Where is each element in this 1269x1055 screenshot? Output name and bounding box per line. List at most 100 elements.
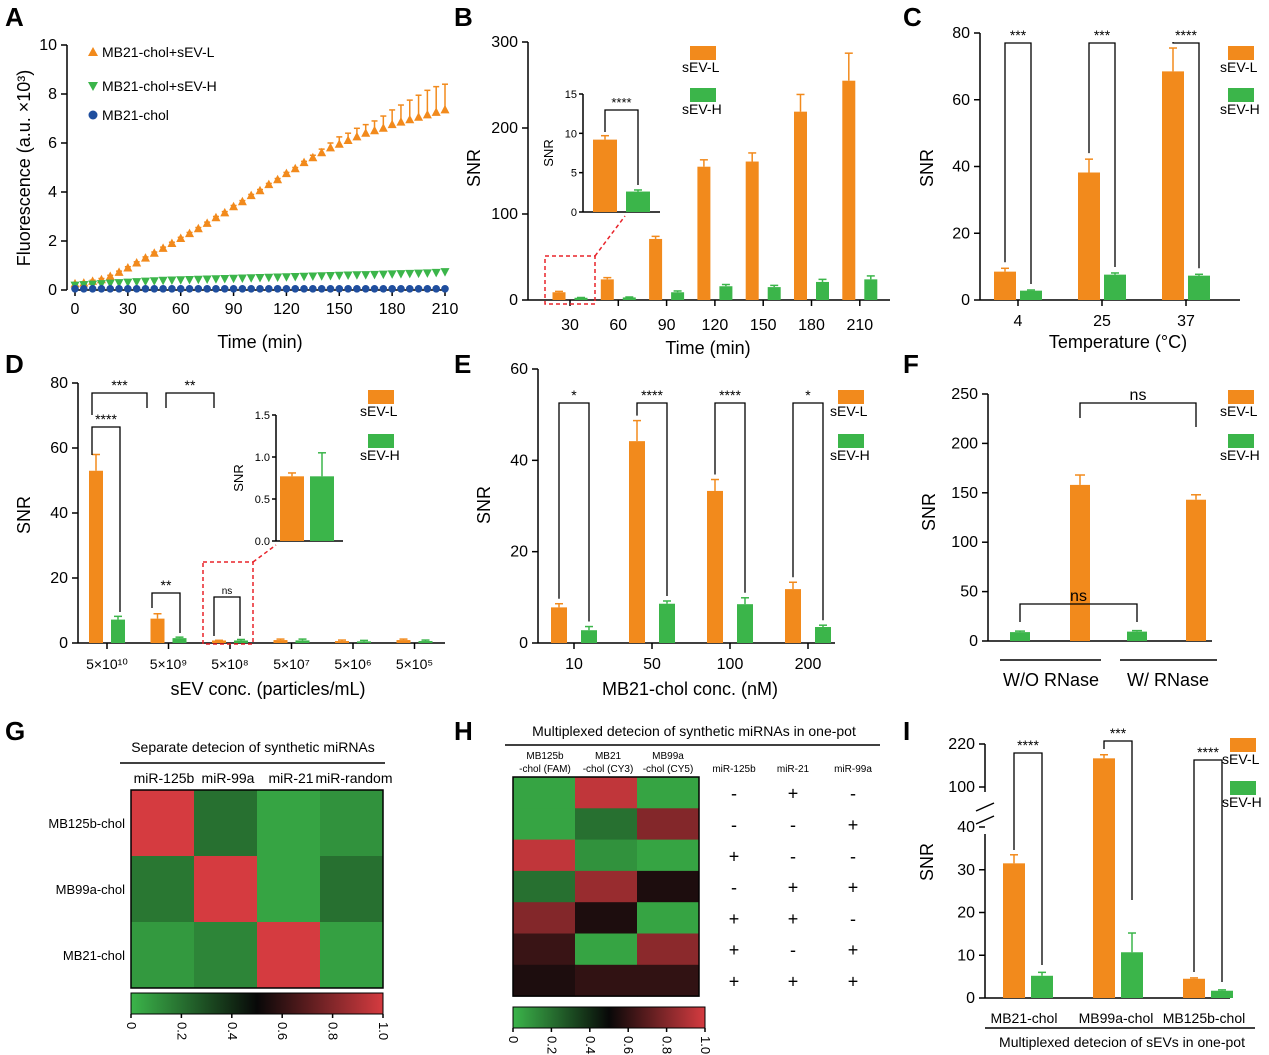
a-point-sev-h (343, 271, 353, 281)
f-bar-sev-l (1186, 499, 1206, 641)
e-x-tick-label: 200 (795, 656, 822, 673)
b-x-tick-label: 90 (658, 317, 676, 334)
a-point-sev-h (193, 275, 203, 285)
b-inset-y-tick-label: 5 (571, 168, 577, 180)
h-sign: + (848, 971, 859, 991)
a-point-sev-h (237, 274, 247, 283)
g-colorbar-tick-label: 0.6 (275, 1022, 290, 1040)
i-significance-label: **** (1017, 737, 1039, 753)
a-point-mb21 (132, 284, 141, 293)
a-point-sev-h (281, 273, 291, 282)
d-inset-y-tick-label: 0.0 (255, 536, 270, 548)
c-bar-sev-h (1020, 290, 1042, 300)
i-bar-sev-h (1031, 975, 1053, 998)
g-colorbar (130, 992, 384, 1015)
c-y-tick-label: 0 (961, 292, 970, 309)
a-point-mb21 (159, 284, 167, 293)
a-point-sev-l (281, 168, 291, 178)
a-point-sev-h (396, 270, 406, 279)
i-x-axis-label: Multiplexed detecion of sEVs in one-pot (999, 1034, 1245, 1050)
d-significance (213, 596, 241, 636)
g-colorbar-tick-label: 0.8 (326, 1022, 341, 1040)
a-x-tick-label: 150 (326, 301, 353, 318)
d-group-significance-label: *** (111, 377, 128, 393)
b-zoom-box (544, 255, 596, 305)
d-x-tick-label: 5×10⁸ (211, 656, 249, 672)
a-y-tick-label: 4 (48, 184, 57, 201)
h-heatmap-cell (575, 777, 638, 809)
panel-letter-F: F (903, 349, 919, 379)
f-y-tick-label: 200 (951, 435, 978, 452)
a-point-mb21 (361, 284, 370, 293)
e-x-tick-label: 10 (565, 656, 583, 673)
a-legend-marker (88, 82, 98, 91)
h-heatmap-cell (513, 933, 576, 966)
d-zoom-connector (252, 544, 277, 563)
e-y-tick-label: 0 (519, 635, 528, 652)
panel-letter-A: A (5, 2, 24, 32)
a-point-sev-l (220, 207, 230, 217)
h-sign-column-label: miR-99a (834, 764, 872, 775)
a-point-sev-l (237, 196, 247, 206)
a-point-mb21 (150, 284, 159, 293)
a-y-tick-label: 2 (48, 233, 57, 250)
e-bar-sev-h (581, 630, 597, 643)
g-column-label: miR-125b (134, 770, 195, 786)
i-x-tick-label: MB21-chol (991, 1010, 1058, 1026)
a-point-sev-h (334, 271, 344, 281)
e-legend-swatch-sev-l (838, 390, 864, 404)
b-bar-sev-h (574, 297, 588, 300)
a-point-mb21 (168, 284, 176, 293)
d-y-tick-label: 20 (50, 570, 68, 587)
a-point-sev-l (229, 201, 239, 211)
a-point-sev-h (352, 271, 362, 280)
f-bar-sev-h (1010, 632, 1030, 641)
i-y-tick-label: 30 (957, 862, 975, 879)
h-heatmap-cell (575, 964, 638, 997)
a-point-sev-h (317, 272, 327, 281)
i-significance-label: **** (1197, 744, 1219, 760)
a-y-tick-label: 6 (48, 135, 57, 152)
i-bar-sev-l (1093, 758, 1115, 998)
b-x-tick-label: 60 (609, 317, 627, 334)
b-x-tick-label: 120 (702, 317, 729, 334)
d-bar-sev-h (418, 641, 433, 643)
panel-letter-B: B (454, 2, 473, 32)
b-x-tick-label: 210 (846, 317, 873, 334)
b-bar-sev-l (600, 279, 614, 300)
g-title: Separate detecion of synthetic miRNAs (131, 739, 375, 755)
a-point-sev-h (299, 272, 309, 282)
a-point-sev-h (378, 270, 388, 280)
a-point-sev-l (422, 109, 432, 119)
h-heatmap-cell (575, 808, 638, 841)
a-point-mb21 (317, 284, 326, 293)
d-zoom-box (202, 561, 254, 645)
c-x-tick-label: 25 (1093, 313, 1111, 330)
b-bar-sev-h (816, 281, 829, 300)
h-sign: - (850, 784, 856, 804)
a-point-mb21 (309, 284, 317, 293)
h-heatmap-cell (637, 870, 700, 903)
a-point-sev-h (149, 277, 159, 286)
c-significance-label: *** (1010, 27, 1027, 43)
a-point-sev-l (149, 248, 159, 257)
b-legend-swatch-sev-l (690, 46, 716, 60)
a-x-tick-label: 0 (71, 301, 80, 318)
b-bar-sev-l (697, 166, 711, 300)
g-heatmap-cell (320, 856, 384, 923)
a-point-mb21 (229, 284, 238, 293)
g-column-label: miR-99a (202, 770, 255, 786)
i-y-tick-label: 220 (948, 736, 975, 753)
f-bar-sev-h (1127, 631, 1147, 641)
e-significance (558, 402, 590, 622)
d-bar-sev-h (357, 641, 371, 643)
f-significance-label: ns (1130, 387, 1147, 404)
a-point-sev-l (431, 107, 441, 116)
g-heatmap-cell (257, 790, 321, 857)
h-sign: + (729, 909, 740, 929)
a-legend-label: MB21-chol+sEV-H (102, 78, 217, 94)
h-sign-column-label: miR-125b (712, 764, 756, 775)
h-sign: + (848, 878, 859, 898)
b-bar-sev-h (719, 286, 733, 300)
